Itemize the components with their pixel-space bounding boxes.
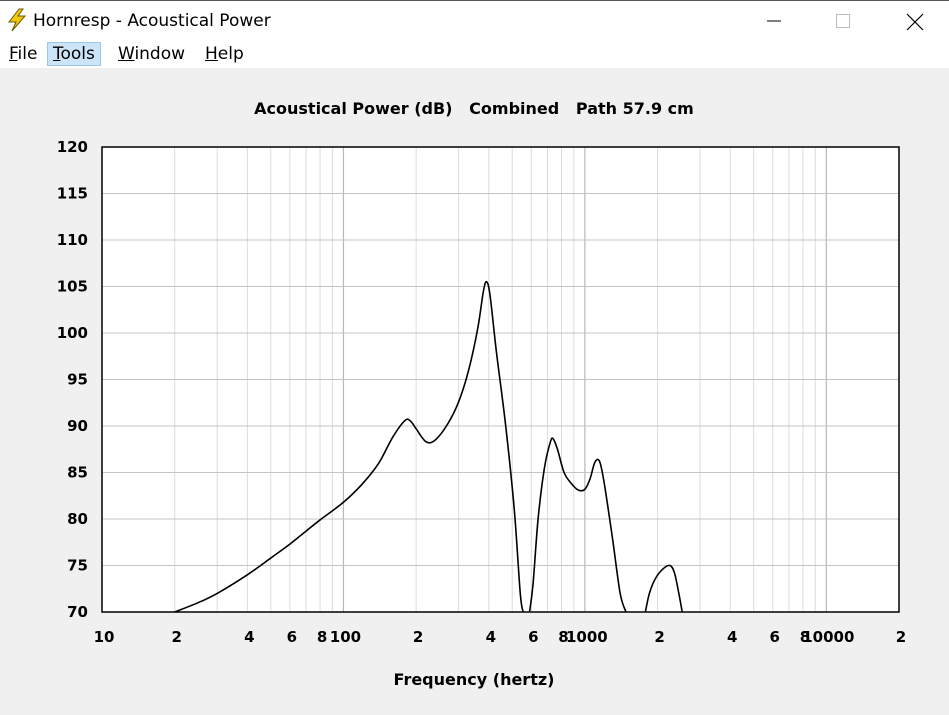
series-line-segment — [174, 280, 524, 612]
minimize-icon — [767, 20, 781, 22]
menu-tools[interactable]: Tools — [47, 42, 101, 66]
y-tick-label: 70 — [67, 603, 88, 621]
x-tick-label: 8 — [317, 628, 327, 646]
x-tick-label: 2 — [171, 628, 181, 646]
chart-title: Acoustical Power (dB) Combined Path 57.9… — [254, 99, 694, 118]
maximize-icon — [836, 14, 850, 28]
x-tick-label: 10000 — [802, 628, 854, 646]
x-axis-label: Frequency (hertz) — [394, 670, 555, 689]
menu-file[interactable]: File — [9, 44, 38, 64]
close-button[interactable] — [891, 1, 937, 41]
major-grid — [102, 147, 899, 612]
minimize-button[interactable] — [751, 1, 797, 41]
y-tick-label: 115 — [57, 185, 88, 203]
x-tick-label: 100 — [330, 628, 361, 646]
x-tick-label: 4 — [244, 628, 254, 646]
series-line-segment — [528, 437, 627, 612]
y-tick-label: 100 — [57, 324, 88, 342]
x-tick-label: 4 — [486, 628, 496, 646]
y-tick-label: 120 — [57, 138, 88, 156]
x-tick-label: 2 — [654, 628, 664, 646]
window-title: Hornresp - Acoustical Power — [33, 11, 271, 31]
menu-bar: File Tools Window Help — [0, 40, 949, 68]
maximize-button[interactable] — [820, 1, 866, 41]
y-tick-label: 110 — [57, 231, 88, 249]
x-tick-label: 8 — [558, 628, 568, 646]
power-curve — [174, 280, 683, 612]
y-tick-label: 75 — [67, 557, 88, 575]
x-tick-label: 2 — [896, 628, 906, 646]
x-tick-label: 10 — [94, 628, 115, 646]
y-tick-label: 80 — [67, 510, 88, 528]
menu-window[interactable]: Window — [118, 44, 186, 64]
y-tick-label: 90 — [67, 417, 88, 435]
y-tick-label: 105 — [57, 278, 88, 296]
x-tick-label: 6 — [770, 628, 780, 646]
x-tick-label: 6 — [528, 628, 538, 646]
x-tick-label: 4 — [727, 628, 737, 646]
menu-help[interactable]: Help — [205, 44, 244, 64]
x-tick-label: 1000 — [566, 628, 608, 646]
y-axis-ticks: 70 75 80 85 90 95 100 105 110 115 120 — [57, 138, 88, 621]
x-tick-label: 8 — [800, 628, 810, 646]
plot-frame — [101, 146, 900, 613]
series-line-segment — [644, 564, 683, 612]
x-tick-label: 2 — [413, 628, 423, 646]
lightning-bolt-icon — [7, 8, 27, 32]
acoustical-power-chart: Acoustical Power (dB) Combined Path 57.9… — [57, 99, 907, 689]
y-tick-label: 85 — [67, 464, 88, 482]
close-icon — [906, 13, 924, 31]
title-bar: Hornresp - Acoustical Power — [0, 0, 949, 40]
x-tick-label: 6 — [287, 628, 297, 646]
y-tick-label: 95 — [67, 371, 88, 389]
